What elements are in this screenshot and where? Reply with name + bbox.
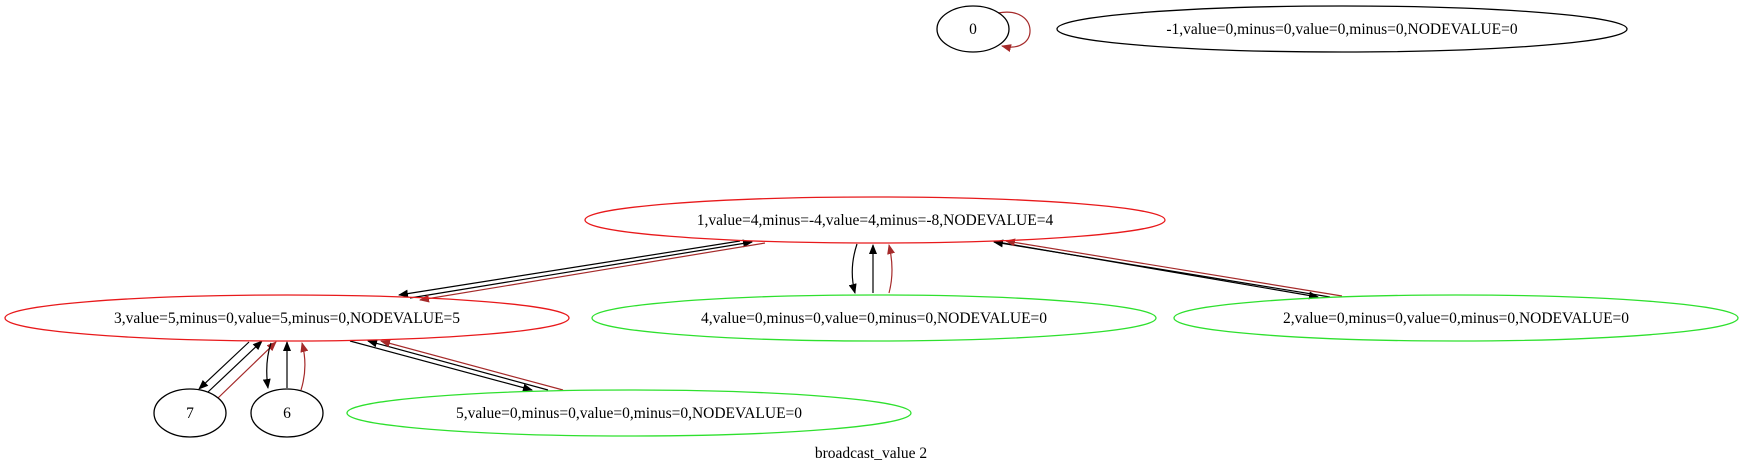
- node-shape: [346, 389, 912, 437]
- node-shape: [250, 388, 324, 438]
- graph-node[interactable]: -1,value=0,minus=0,value=0,minus=0,NODEV…: [1056, 5, 1628, 53]
- node-label: 5,value=0,minus=0,value=0,minus=0,NODEVA…: [456, 405, 802, 422]
- graph-node[interactable]: 0: [936, 5, 1010, 53]
- node-label: 3,value=5,minus=0,value=5,minus=0,NODEVA…: [114, 310, 460, 327]
- edge-1-3: [419, 242, 766, 303]
- graph-node[interactable]: 3,value=5,minus=0,value=5,minus=0,NODEVA…: [4, 294, 570, 342]
- graph-node[interactable]: 1,value=4,minus=-4,value=4,minus=-8,NODE…: [584, 196, 1166, 244]
- edge-layer: [198, 11, 1343, 399]
- edge-0-0: [997, 11, 1031, 52]
- graph-node[interactable]: 4,value=0,minus=0,value=0,minus=0,NODEVA…: [591, 294, 1157, 342]
- edge-3-1: [409, 239, 753, 299]
- node-label: -1,value=0,minus=0,value=0,minus=0,NODEV…: [1166, 21, 1517, 38]
- node-label: 1,value=4,minus=-4,value=4,minus=-8,NODE…: [697, 212, 1054, 229]
- graph-node[interactable]: 6: [250, 388, 324, 438]
- graph-node[interactable]: 2,value=0,minus=0,value=0,minus=0,NODEVA…: [1173, 294, 1739, 342]
- node-shape: [591, 294, 1157, 342]
- edge-6-3: [300, 342, 309, 391]
- node-label: 6: [283, 405, 291, 422]
- node-layer: 0 -1,value=0,minus=0,value=0,minus=0,NOD…: [4, 5, 1739, 438]
- node-label: 0: [969, 21, 977, 38]
- graph-caption: broadcast_value 2: [815, 445, 927, 462]
- edge-4-1: [887, 244, 895, 294]
- edge-2-1: [993, 239, 1331, 298]
- edge-7-3: [217, 341, 277, 399]
- node-shape: [153, 388, 227, 438]
- edge-5-3: [380, 339, 564, 391]
- graph-node[interactable]: 7: [153, 388, 227, 438]
- node-label: 4,value=0,minus=0,value=0,minus=0,NODEVA…: [701, 310, 1047, 327]
- edge-2-1: [1005, 238, 1343, 297]
- node-shape: [1056, 5, 1628, 53]
- edge-1-3: [398, 240, 741, 298]
- node-shape: [1173, 294, 1739, 342]
- graph-node[interactable]: 5,value=0,minus=0,value=0,minus=0,NODEVA…: [346, 389, 912, 437]
- node-shape: [4, 294, 570, 342]
- node-label: 7: [186, 405, 194, 422]
- edge-7-3: [207, 340, 263, 393]
- edge-3-7: [198, 341, 250, 390]
- node-shape: [936, 5, 1010, 53]
- edge-3-6: [262, 342, 272, 389]
- node-shape: [584, 196, 1166, 244]
- edge-5-3: [367, 339, 549, 391]
- edge-3-5: [349, 340, 533, 392]
- node-label: 2,value=0,minus=0,value=0,minus=0,NODEVA…: [1283, 310, 1629, 327]
- edge-1-4: [848, 243, 858, 294]
